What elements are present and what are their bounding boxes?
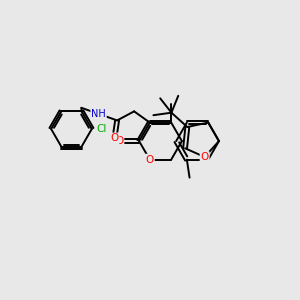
Text: O: O bbox=[146, 154, 154, 165]
Text: O: O bbox=[200, 152, 209, 162]
Text: Cl: Cl bbox=[96, 124, 106, 134]
Text: O: O bbox=[110, 134, 118, 143]
Text: NH: NH bbox=[91, 109, 106, 119]
Text: O: O bbox=[115, 136, 124, 146]
